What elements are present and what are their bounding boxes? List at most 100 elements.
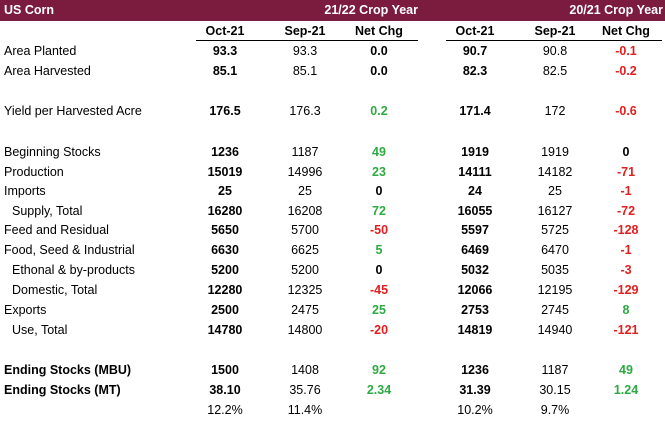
cell-oct21-2021: 14819 — [457, 323, 493, 337]
table-row: Beginning Stocks 1236 1187 49 1919 1919 0 — [0, 143, 665, 163]
cell-sep21-2122: 6625 — [291, 243, 319, 257]
table-row: Ending Stocks (MT) 38.10 35.76 2.34 31.39 30.… — [0, 381, 665, 401]
cell-sep21-2021: 25 — [548, 184, 562, 198]
cell-sep21-2122: 93.3 — [292, 44, 318, 58]
cell-oct21-2021: 10.2% — [457, 403, 493, 417]
cell-sep21-2021: 1187 — [541, 363, 569, 377]
cell-netchg-2021: 1.24 — [613, 383, 639, 397]
row-label: Area Planted — [4, 44, 77, 58]
table-row: Area Harvested 85.1 85.1 0.0 82.3 82.5 -0.2 — [0, 62, 665, 82]
cell-netchg-2021: -3 — [620, 263, 632, 277]
cell-netchg-2122: -50 — [369, 223, 389, 237]
cell-sep21-2122: 35.76 — [289, 383, 321, 397]
cell-sep21-2021: 30.15 — [539, 383, 571, 397]
cell-netchg-2021: -72 — [616, 204, 636, 218]
cell-netchg-2021: -1 — [620, 184, 632, 198]
row-label: Feed and Residual — [4, 223, 109, 237]
cell-sep21-2021: 9.7% — [540, 403, 570, 417]
cell-netchg-2021: -1 — [620, 243, 632, 257]
row-label: Imports — [4, 184, 46, 198]
cell-sep21-2021: 6470 — [541, 243, 569, 257]
cell-netchg-2021: 8 — [622, 303, 630, 317]
cell-oct21-2021: 1919 — [461, 145, 489, 159]
cell-oct21-2021: 6469 — [461, 243, 489, 257]
table-row: Area Planted 93.3 93.3 0.0 90.7 90.8 -0.1 — [0, 42, 665, 62]
cell-oct21-2021: 16055 — [457, 204, 493, 218]
row-label: Yield per Harvested Acre — [4, 104, 142, 118]
row-label: Ethonal & by-products — [12, 263, 135, 277]
table-row: 12.2% 11.4% 10.2% 9.7% — [0, 401, 665, 421]
cell-netchg-2021: -129 — [613, 283, 639, 297]
cell-sep21-2122: 11.4% — [287, 403, 323, 417]
cell-netchg-2122: 49 — [372, 145, 386, 159]
row-label: Ending Stocks (MT) — [4, 383, 121, 397]
row-label: Use, Total — [12, 323, 68, 337]
crop-year-2122-header: 21/22 Crop Year — [324, 3, 418, 17]
table-row: Yield per Harvested Acre 176.5 176.3 0.2 171… — [0, 102, 665, 122]
col-header-oct21-b: Oct-21 — [455, 24, 495, 38]
table-row: Ethonal & by-products 5200 5200 0 5032 5035 -3 — [0, 261, 665, 281]
row-label: Area Harvested — [4, 64, 91, 78]
cell-sep21-2021: 172 — [544, 104, 566, 118]
cell-oct21-2122: 1236 — [211, 145, 239, 159]
cell-sep21-2122: 1408 — [291, 363, 319, 377]
cell-oct21-2122: 5650 — [211, 223, 239, 237]
table-row: Feed and Residual 5650 5700 -50 5597 5725 -128 — [0, 221, 665, 241]
cell-oct21-2122: 5200 — [211, 263, 239, 277]
row-label: Beginning Stocks — [4, 145, 101, 159]
row-label: Supply, Total — [12, 204, 83, 218]
row-label: Domestic, Total — [12, 283, 98, 297]
row-label: Exports — [4, 303, 47, 317]
table-row: Ending Stocks (MBU) 1500 1408 92 1236 1187 49 — [0, 361, 665, 381]
cell-oct21-2021: 5597 — [461, 223, 489, 237]
cell-oct21-2122: 2500 — [211, 303, 239, 317]
cell-netchg-2021: -71 — [616, 165, 636, 179]
cell-sep21-2021: 2745 — [541, 303, 569, 317]
cell-sep21-2021: 5725 — [541, 223, 569, 237]
cell-netchg-2021: -0.1 — [615, 44, 637, 58]
cell-oct21-2021: 1236 — [461, 363, 489, 377]
cell-sep21-2122: 14996 — [287, 165, 323, 179]
table-row: Imports 25 25 0 24 25 -1 — [0, 182, 665, 202]
cell-sep21-2122: 14800 — [287, 323, 323, 337]
cell-oct21-2122: 25 — [218, 184, 232, 198]
cell-oct21-2122: 15019 — [207, 165, 243, 179]
cell-netchg-2122: 2.34 — [366, 383, 392, 397]
header-underline-b — [446, 40, 662, 41]
cell-sep21-2122: 1187 — [291, 145, 319, 159]
cell-netchg-2122: 72 — [372, 204, 386, 218]
row-label: Food, Seed & Industrial — [4, 243, 135, 257]
cell-netchg-2122: 0.2 — [370, 104, 388, 118]
cell-sep21-2021: 14940 — [537, 323, 573, 337]
table-row: Use, Total 14780 14800 -20 14819 14940 -121 — [0, 321, 665, 341]
cell-netchg-2122: 23 — [372, 165, 386, 179]
cell-sep21-2122: 5700 — [291, 223, 319, 237]
cell-sep21-2021: 82.5 — [542, 64, 568, 78]
cell-sep21-2122: 12325 — [287, 283, 323, 297]
cell-netchg-2122: 0.0 — [370, 64, 388, 78]
cell-netchg-2021: -0.2 — [615, 64, 637, 78]
cell-oct21-2021: 82.3 — [462, 64, 488, 78]
cell-sep21-2122: 25 — [298, 184, 312, 198]
cell-netchg-2122: 0.0 — [370, 44, 388, 58]
col-header-sep21-a: Sep-21 — [284, 24, 326, 38]
cell-sep21-2021: 1919 — [541, 145, 569, 159]
cell-sep21-2021: 90.8 — [542, 44, 568, 58]
col-header-netchg-b: Net Chg — [602, 24, 650, 38]
cell-oct21-2021: 2753 — [461, 303, 489, 317]
table-row: Exports 2500 2475 25 2753 2745 8 — [0, 301, 665, 321]
table-row: Production 15019 14996 23 14111 14182 -71 — [0, 163, 665, 183]
cell-oct21-2021: 31.39 — [459, 383, 491, 397]
cell-sep21-2122: 16208 — [287, 204, 323, 218]
cell-netchg-2122: -45 — [369, 283, 389, 297]
cell-oct21-2122: 14780 — [207, 323, 243, 337]
cell-sep21-2021: 12195 — [537, 283, 573, 297]
cell-oct21-2122: 85.1 — [212, 64, 238, 78]
cell-oct21-2021: 171.4 — [459, 104, 491, 118]
cell-oct21-2122: 12.2% — [207, 403, 243, 417]
row-label: Ending Stocks (MBU) — [4, 363, 132, 377]
table-row: Domestic, Total 12280 12325 -45 12066 12195 -1… — [0, 281, 665, 301]
cell-netchg-2021: -128 — [613, 223, 639, 237]
cell-sep21-2122: 5200 — [291, 263, 319, 277]
cell-netchg-2122: -20 — [369, 323, 389, 337]
